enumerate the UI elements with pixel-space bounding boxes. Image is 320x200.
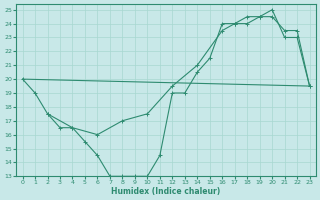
X-axis label: Humidex (Indice chaleur): Humidex (Indice chaleur) [111,187,221,196]
